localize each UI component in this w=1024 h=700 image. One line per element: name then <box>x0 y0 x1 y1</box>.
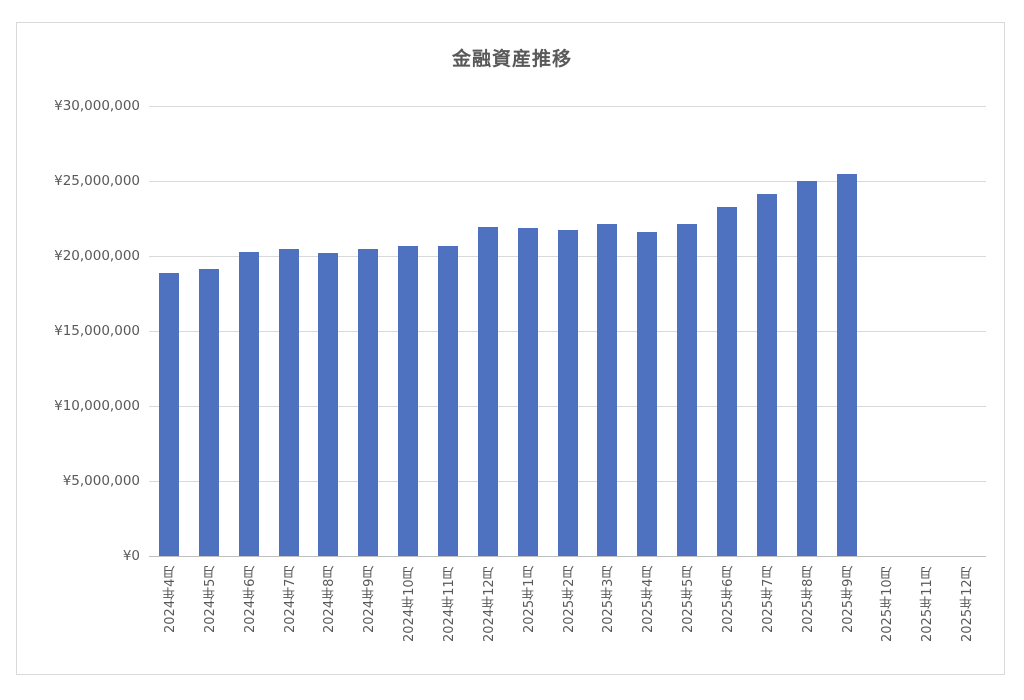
y-tick-label: ¥25,000,000 <box>54 173 140 189</box>
bar <box>477 226 498 556</box>
gridline <box>149 106 986 107</box>
x-tick-label: 2025年6月 <box>720 566 736 634</box>
y-tick-label: ¥10,000,000 <box>54 398 140 414</box>
x-axis-line <box>149 556 986 557</box>
x-tick-label: 2025年11月 <box>920 566 936 642</box>
bar <box>398 246 419 556</box>
bar <box>278 249 299 556</box>
y-tick-label: ¥15,000,000 <box>54 323 140 339</box>
x-tick-label: 2025年12月 <box>960 566 976 642</box>
bar <box>517 227 538 556</box>
x-tick-label: 2024年10月 <box>402 566 418 642</box>
bar <box>597 224 618 556</box>
x-tick-label: 2025年2月 <box>561 566 577 634</box>
bar <box>198 269 219 556</box>
x-tick-label: 2024年9月 <box>362 566 378 634</box>
x-tick-label: 2025年7月 <box>760 566 776 634</box>
bar <box>677 224 698 556</box>
x-tick-label: 2024年5月 <box>202 566 218 634</box>
x-tick-label: 2025年3月 <box>601 566 617 634</box>
x-tick-label: 2025年5月 <box>681 566 697 634</box>
bar <box>756 194 777 556</box>
x-tick-label: 2024年4月 <box>162 566 178 634</box>
bar <box>716 207 737 556</box>
bar <box>836 174 857 556</box>
bar <box>238 251 259 556</box>
x-tick-label: 2025年8月 <box>800 566 816 634</box>
bar <box>557 230 578 556</box>
x-tick-label: 2024年8月 <box>322 566 338 634</box>
y-tick-label: ¥5,000,000 <box>62 473 140 489</box>
x-tick-label: 2024年11月 <box>441 566 457 642</box>
chart-title: 金融資産推移 <box>451 48 572 70</box>
bar <box>358 248 379 556</box>
bar <box>318 253 339 556</box>
x-tick-label: 2025年4月 <box>641 566 657 634</box>
bar <box>796 180 817 556</box>
x-tick-label: 2025年1月 <box>521 566 537 634</box>
bar <box>637 232 658 556</box>
x-tick-label: 2024年12月 <box>481 566 497 642</box>
x-tick-label: 2024年6月 <box>242 566 258 634</box>
x-tick-label: 2024年7月 <box>282 566 298 634</box>
x-tick-label: 2025年10月 <box>880 566 896 642</box>
gridline <box>149 181 986 182</box>
y-tick-label: ¥0 <box>122 548 140 564</box>
bar <box>437 246 458 556</box>
y-tick-label: ¥20,000,000 <box>54 248 140 264</box>
y-tick-label: ¥30,000,000 <box>54 98 140 114</box>
plot-area <box>149 106 986 557</box>
x-tick-label: 2025年9月 <box>840 566 856 634</box>
bar <box>158 272 179 556</box>
